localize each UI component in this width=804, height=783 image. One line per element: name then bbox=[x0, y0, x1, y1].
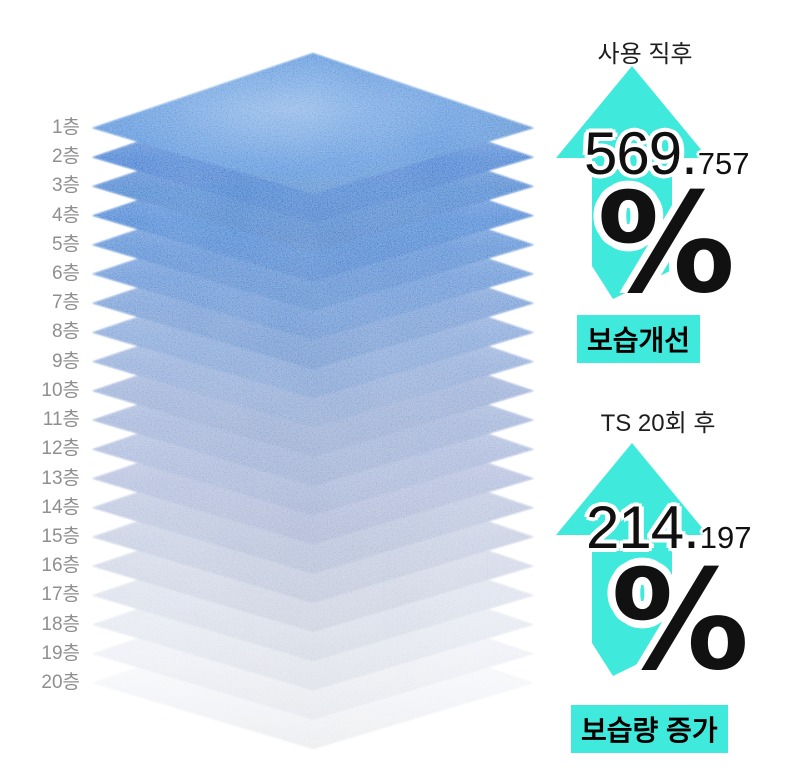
metric-caption: 보습량 증가 bbox=[571, 705, 728, 753]
layer-label: 18층 bbox=[41, 613, 80, 635]
metric-title: 사용 직후 bbox=[597, 41, 693, 68]
layer-label: 2층 bbox=[51, 146, 80, 168]
layer-label: 15층 bbox=[41, 525, 80, 547]
layer-label: 14층 bbox=[41, 496, 80, 518]
layer-label: 13층 bbox=[41, 467, 80, 489]
layer-label: 9층 bbox=[51, 350, 80, 372]
metric-value: 569. 757 bbox=[584, 124, 750, 184]
layer-label: 16층 bbox=[41, 555, 80, 577]
layer-label: 20층 bbox=[41, 672, 80, 693]
layer-label: 10층 bbox=[41, 379, 80, 401]
percent-sign: % bbox=[611, 540, 750, 701]
layer-label: 12층 bbox=[41, 438, 80, 460]
layer-label: 19층 bbox=[41, 642, 80, 664]
metric-value-frac: 757 bbox=[697, 146, 750, 181]
up-arrow-top bbox=[556, 66, 708, 299]
layer-label: 3층 bbox=[51, 175, 80, 197]
metric-title: TS 20회 후 bbox=[600, 410, 716, 437]
metric-value-frac: 197 bbox=[699, 520, 752, 555]
layer-label: 8층 bbox=[51, 321, 80, 343]
layer-label: 4층 bbox=[51, 204, 80, 226]
layer-label: 17층 bbox=[41, 584, 80, 606]
layer-label: 11층 bbox=[42, 409, 80, 431]
metric-value-main: 569. bbox=[584, 120, 698, 187]
metric-caption: 보습개선 bbox=[577, 315, 701, 363]
fiber-speckle-texture bbox=[92, 53, 534, 749]
metric-value: 214. 197 bbox=[586, 498, 752, 558]
layer-label: 6층 bbox=[51, 263, 80, 285]
layer-label: 7층 bbox=[51, 292, 80, 314]
percent-sign: % bbox=[597, 163, 736, 324]
metric-value-main: 214. bbox=[586, 494, 700, 561]
up-arrow-bottom bbox=[556, 443, 708, 676]
layer-label: 5층 bbox=[51, 233, 80, 255]
layer-label: 1층 bbox=[51, 117, 80, 138]
